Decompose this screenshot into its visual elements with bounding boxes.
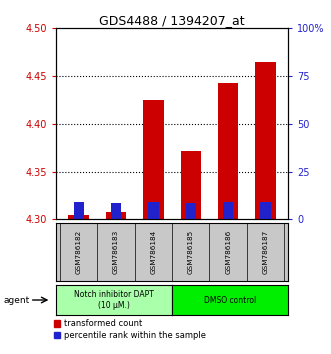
Bar bbox=[148, 202, 159, 219]
Bar bbox=[69, 215, 89, 219]
Text: Notch inhibitor DAPT
(10 μM.): Notch inhibitor DAPT (10 μM.) bbox=[74, 290, 154, 310]
Legend: transformed count, percentile rank within the sample: transformed count, percentile rank withi… bbox=[54, 319, 206, 340]
Text: GDS4488 / 1394207_at: GDS4488 / 1394207_at bbox=[99, 14, 245, 27]
Text: GSM786182: GSM786182 bbox=[76, 230, 82, 274]
Bar bbox=[111, 203, 121, 219]
Bar bbox=[260, 202, 271, 219]
Text: agent: agent bbox=[3, 296, 29, 304]
Bar bbox=[218, 83, 238, 219]
Bar bbox=[186, 203, 196, 219]
Text: GSM786183: GSM786183 bbox=[113, 230, 119, 274]
Text: DMSO control: DMSO control bbox=[204, 296, 256, 304]
Bar bbox=[223, 202, 233, 219]
Text: GSM786186: GSM786186 bbox=[225, 230, 231, 274]
Text: GSM786184: GSM786184 bbox=[150, 230, 157, 274]
Bar bbox=[180, 151, 201, 219]
Text: GSM786185: GSM786185 bbox=[188, 230, 194, 274]
Bar bbox=[73, 202, 84, 219]
Bar bbox=[143, 100, 164, 219]
Text: GSM786187: GSM786187 bbox=[262, 230, 268, 274]
Bar bbox=[106, 212, 126, 219]
Bar bbox=[255, 62, 276, 219]
